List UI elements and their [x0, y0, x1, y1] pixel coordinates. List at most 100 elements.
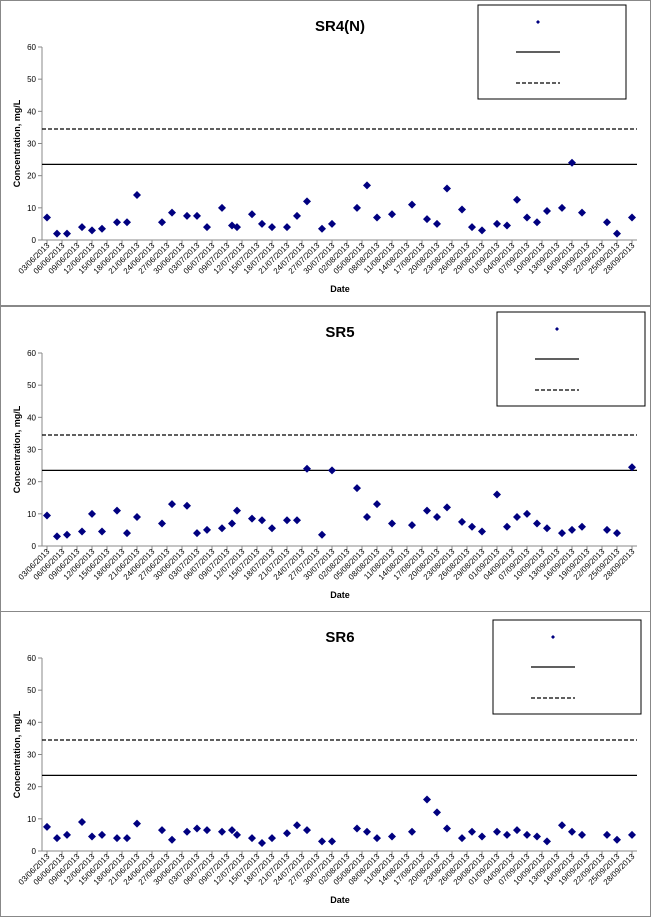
data-point — [613, 835, 621, 844]
data-point — [248, 834, 256, 843]
y-axis-label: Concentration, mg/L — [12, 99, 22, 187]
data-point — [183, 501, 191, 510]
x-axis-label: Date — [330, 895, 350, 905]
data-point — [603, 830, 611, 839]
data-point — [113, 506, 121, 515]
data-point — [63, 229, 71, 238]
data-point — [558, 203, 566, 212]
data-point — [193, 529, 201, 538]
data-point — [543, 207, 551, 216]
data-point — [158, 826, 166, 835]
y-axis-label: Concentration, mg/L — [12, 710, 22, 798]
y-tick-label: 20 — [27, 783, 36, 792]
data-point — [228, 826, 236, 835]
data-point — [443, 184, 451, 193]
data-point — [113, 218, 121, 227]
legend-marker — [551, 635, 555, 639]
data-point — [203, 525, 211, 534]
data-point — [388, 210, 396, 219]
data-point — [568, 827, 576, 836]
data-point — [468, 522, 476, 531]
data-point — [578, 522, 586, 531]
y-tick-label: 10 — [27, 510, 36, 519]
data-point — [98, 830, 106, 839]
data-point — [458, 834, 466, 843]
data-point — [303, 197, 311, 206]
data-point — [363, 827, 371, 836]
data-point — [363, 513, 371, 522]
y-tick-label: 40 — [27, 413, 36, 422]
data-point — [258, 838, 266, 847]
data-point — [248, 514, 256, 523]
data-point — [353, 484, 361, 493]
data-point — [283, 516, 291, 525]
y-tick-label: 10 — [27, 815, 36, 824]
y-tick-label: 40 — [27, 718, 36, 727]
data-point — [88, 832, 96, 841]
data-point — [613, 529, 621, 538]
data-point — [203, 223, 211, 232]
data-point — [193, 211, 201, 220]
y-axis-label: Concentration, mg/L — [12, 405, 22, 493]
data-point — [578, 830, 586, 839]
chart-panel: SR4(N) Concentration, mg/L Date 0 10 20 30 40 50… — [0, 0, 651, 306]
data-point — [43, 822, 51, 831]
data-point — [88, 226, 96, 235]
y-tick-label: 30 — [27, 446, 36, 455]
data-point — [578, 208, 586, 217]
data-point — [408, 200, 416, 209]
y-tick-label: 60 — [27, 43, 36, 52]
data-point — [218, 203, 226, 212]
data-point — [388, 832, 396, 841]
data-point — [318, 530, 326, 539]
data-point — [183, 211, 191, 220]
data-point — [493, 490, 501, 499]
data-point — [258, 516, 266, 525]
data-point — [133, 190, 141, 199]
data-point — [443, 824, 451, 833]
data-point — [293, 821, 301, 830]
data-point — [628, 463, 636, 472]
data-point — [363, 181, 371, 190]
data-point — [613, 229, 621, 238]
data-point — [558, 529, 566, 538]
y-tick-label: 0 — [32, 542, 37, 551]
data-point — [203, 826, 211, 835]
data-point — [98, 224, 106, 233]
y-tick-label: 0 — [32, 236, 37, 245]
data-point — [293, 211, 301, 220]
data-point — [158, 519, 166, 528]
data-point — [423, 506, 431, 515]
data-point — [353, 824, 361, 833]
data-point — [503, 221, 511, 230]
data-point — [493, 827, 501, 836]
data-point — [63, 830, 71, 839]
data-point — [113, 834, 121, 843]
data-point — [353, 203, 361, 212]
data-point — [268, 524, 276, 533]
data-point — [423, 215, 431, 224]
data-point — [328, 219, 336, 228]
data-point — [628, 213, 636, 222]
data-point — [78, 223, 86, 232]
y-tick-label: 40 — [27, 107, 36, 116]
data-point — [53, 532, 61, 541]
data-point — [458, 517, 466, 526]
data-point — [443, 503, 451, 512]
data-point — [78, 818, 86, 827]
y-tick-label: 50 — [27, 686, 36, 695]
data-point — [408, 827, 416, 836]
data-point — [478, 832, 486, 841]
data-point — [98, 527, 106, 536]
data-point — [158, 218, 166, 227]
data-point — [268, 223, 276, 232]
chart-title: SR6 — [325, 629, 354, 646]
data-point — [503, 522, 511, 531]
y-tick-label: 10 — [27, 204, 36, 213]
data-point — [133, 513, 141, 522]
data-point — [168, 208, 176, 217]
y-tick-label: 50 — [27, 381, 36, 390]
data-point — [258, 219, 266, 228]
